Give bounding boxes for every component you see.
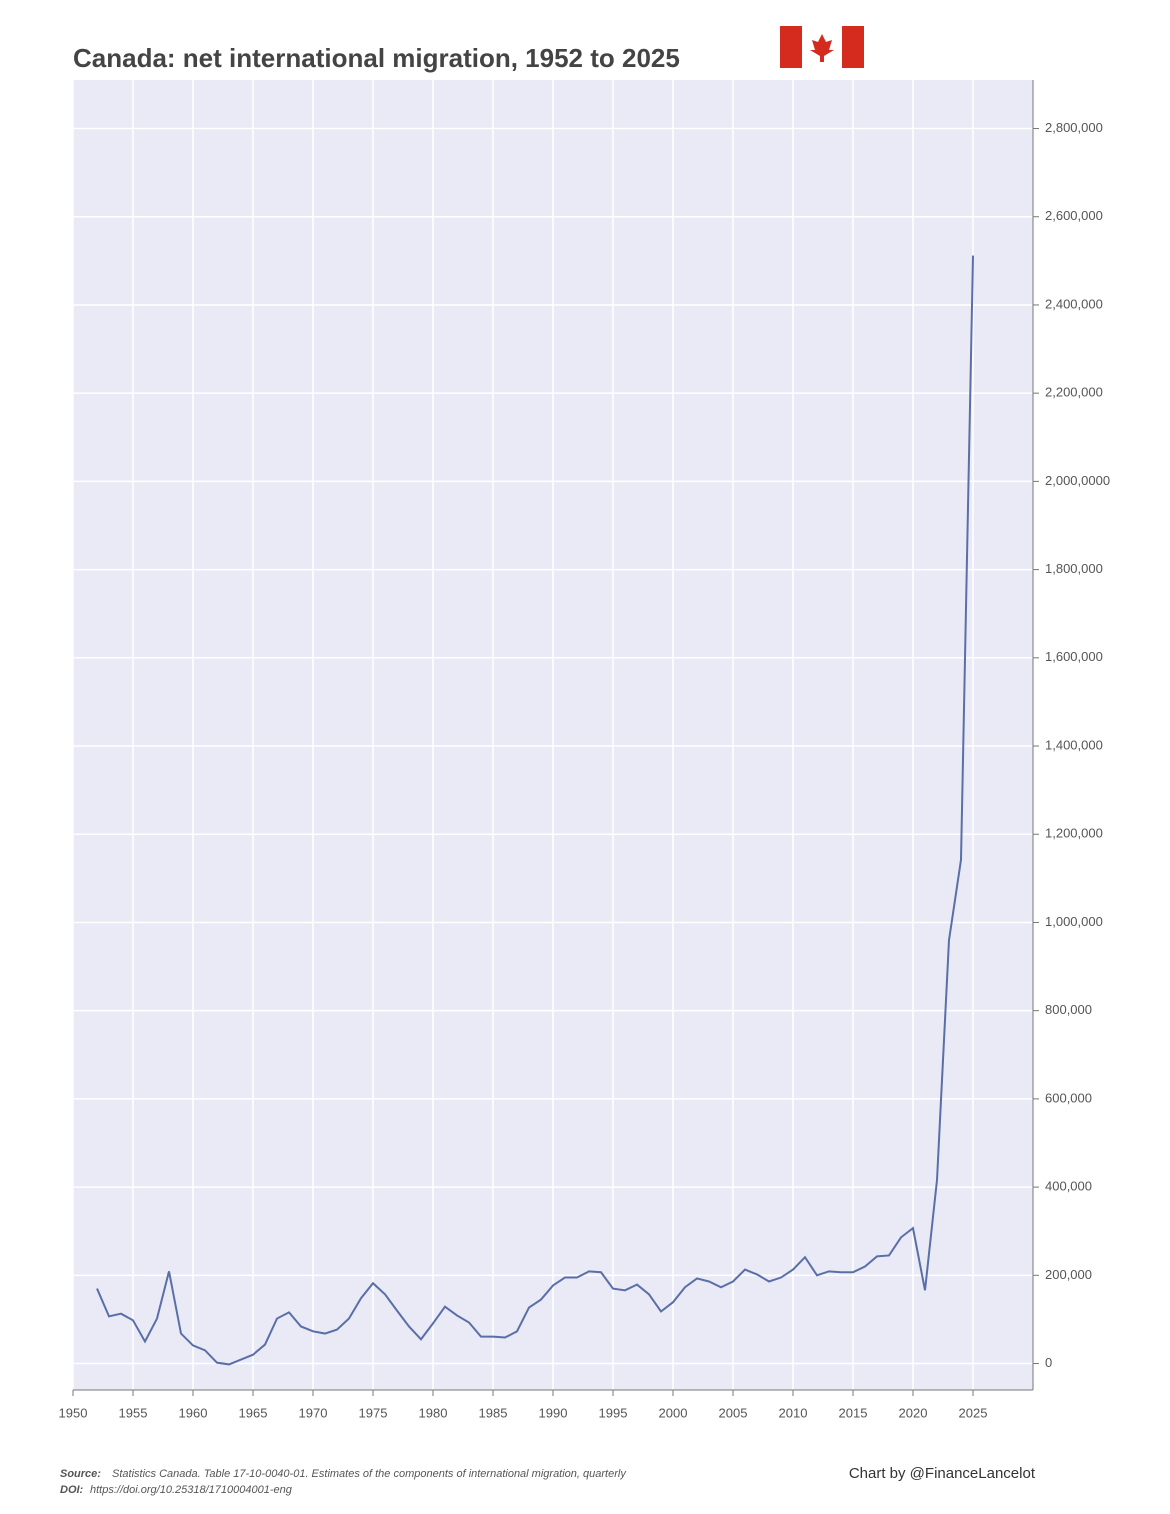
y-tick-label: 0 (1045, 1355, 1052, 1370)
y-tick-label: 2,800,000 (1045, 120, 1103, 135)
y-tick-label: 400,000 (1045, 1179, 1092, 1194)
credit: Chart by @FinanceLancelot (849, 1465, 1036, 1482)
y-tick-label: 2,000,0000 (1045, 473, 1110, 488)
x-tick-label: 1980 (419, 1405, 448, 1420)
y-tick-label: 2,200,000 (1045, 385, 1103, 400)
x-tick-label: 1950 (59, 1405, 88, 1420)
x-tick-label: 2010 (779, 1405, 808, 1420)
y-tick-label: 1,400,000 (1045, 737, 1103, 752)
x-tick-label: 1960 (179, 1405, 208, 1420)
y-tick-label: 2,400,000 (1045, 296, 1103, 311)
y-tick-label: 800,000 (1045, 1002, 1092, 1017)
x-tick-label: 1965 (239, 1405, 268, 1420)
x-tick-label: 1955 (119, 1405, 148, 1420)
x-tick-label: 1995 (599, 1405, 628, 1420)
y-tick-label: 200,000 (1045, 1267, 1092, 1282)
source-text: Statistics Canada. Table 17-10-0040-01. … (112, 1468, 627, 1480)
doi-text: https://doi.org/10.25318/1710004001-eng (90, 1484, 293, 1496)
y-tick-label: 2,600,000 (1045, 208, 1103, 223)
y-tick-label: 1,000,000 (1045, 914, 1103, 929)
x-tick-label: 1975 (359, 1405, 388, 1420)
x-tick-label: 2015 (839, 1405, 868, 1420)
x-tick-label: 2025 (959, 1405, 988, 1420)
source-label: Source: (60, 1468, 101, 1480)
flag (780, 26, 864, 68)
x-tick-label: 2020 (899, 1405, 928, 1420)
data-line (96, 255, 974, 1366)
x-tick-label: 1990 (539, 1405, 568, 1420)
y-tick-label: 600,000 (1045, 1090, 1092, 1105)
x-tick-label: 2000 (659, 1405, 688, 1420)
y-tick-label: 1,600,000 (1045, 649, 1103, 664)
chart-title: Canada: net international migration, 195… (73, 43, 680, 73)
y-tick-label: 1,200,000 (1045, 826, 1103, 841)
x-tick-label: 1985 (479, 1405, 508, 1420)
y-tick-label: 1,800,000 (1045, 561, 1103, 576)
doi-label: DOI: (60, 1484, 84, 1496)
x-tick-label: 2005 (719, 1405, 748, 1420)
x-tick-label: 1970 (299, 1405, 328, 1420)
